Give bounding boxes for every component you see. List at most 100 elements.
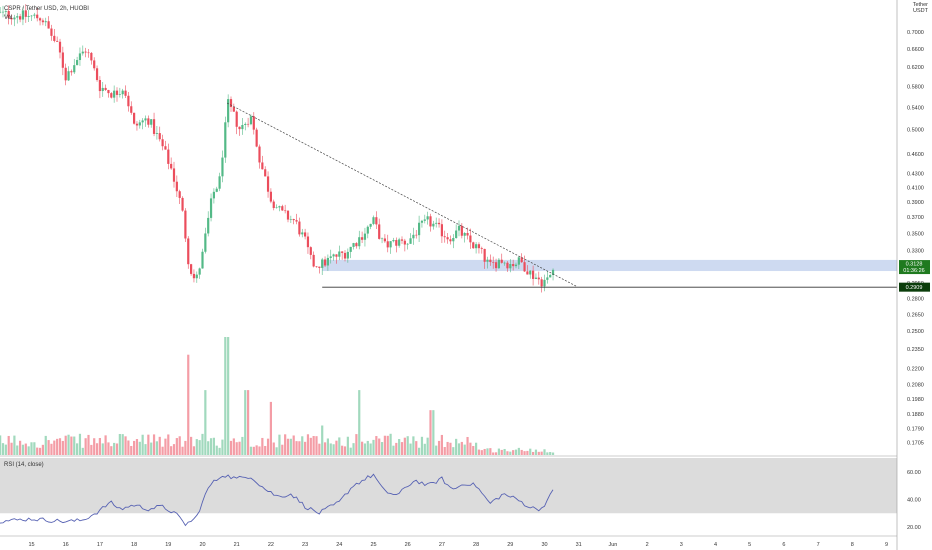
volume-bar — [130, 445, 133, 455]
volume-bar — [110, 446, 113, 455]
candle — [440, 219, 443, 243]
candle — [284, 204, 287, 214]
resistance-zone — [322, 259, 897, 272]
candle-body — [27, 15, 30, 17]
time-tick-label: Jun — [608, 542, 617, 548]
candle — [24, 4, 27, 23]
candle-body — [409, 238, 412, 244]
candle-body — [252, 116, 255, 130]
candle — [7, 5, 10, 25]
candle-body — [423, 219, 426, 221]
candle-body — [175, 181, 178, 192]
candle-body — [266, 176, 270, 192]
volume-bar — [452, 447, 455, 455]
candle-body — [50, 28, 53, 36]
candle-body — [500, 259, 503, 263]
volume-bar — [158, 436, 161, 455]
volume-bar — [164, 438, 167, 455]
volume-bar — [497, 448, 500, 455]
volume-layer — [0, 337, 555, 455]
time-tick-label: 19 — [165, 542, 171, 548]
candle — [492, 256, 495, 269]
volume-bar — [241, 436, 244, 455]
volume-bar — [187, 354, 190, 455]
volume-bar — [73, 436, 76, 455]
candle — [366, 225, 369, 239]
candle — [124, 85, 127, 99]
volume-bar — [41, 444, 44, 455]
candle-body — [184, 210, 187, 239]
candle-body — [178, 191, 181, 198]
candle — [395, 237, 398, 253]
candle — [346, 248, 349, 263]
candle — [332, 253, 335, 261]
candle — [261, 155, 264, 170]
candle-body — [398, 239, 401, 246]
candle — [218, 172, 221, 192]
candle — [141, 118, 144, 130]
candle — [56, 36, 59, 42]
candle — [227, 94, 230, 128]
candle — [383, 234, 386, 243]
price-tick-label: 0.4300 — [907, 172, 924, 178]
candle — [78, 47, 82, 66]
volume-bar — [532, 451, 535, 455]
volume-bar — [329, 443, 332, 455]
candle-body — [215, 188, 218, 192]
candle-body — [341, 251, 344, 253]
volume-bar — [400, 442, 404, 455]
candle-body — [170, 163, 173, 169]
price-tick-label: 0.6600 — [907, 47, 924, 53]
candle — [192, 269, 196, 283]
candle — [244, 122, 247, 131]
candle-body — [58, 41, 62, 53]
candle-body — [209, 198, 213, 218]
volume-bar — [204, 390, 207, 455]
price-tick-label: 0.1705 — [907, 440, 924, 446]
time-tick-label: 27 — [439, 542, 445, 548]
candle-body — [138, 122, 141, 126]
volume-bar — [326, 438, 329, 455]
candle — [526, 265, 529, 275]
candle-body — [537, 277, 540, 280]
volume-bar — [212, 437, 215, 455]
volume-bar — [190, 436, 193, 455]
volume-bar — [192, 446, 196, 455]
candle — [412, 227, 415, 245]
candle — [4, 9, 7, 17]
volume-bar — [301, 436, 304, 455]
volume-bar — [449, 442, 452, 455]
price-tick-label: 0.3500 — [907, 231, 924, 237]
candle — [130, 101, 133, 115]
candle-body — [389, 241, 392, 248]
volume-bar — [398, 439, 401, 455]
candle-body — [104, 87, 107, 90]
candle-body — [272, 201, 275, 209]
candle — [64, 63, 67, 86]
candle-body — [455, 230, 458, 238]
volume-bar — [30, 442, 33, 455]
candle — [73, 58, 76, 74]
volume-bar — [155, 441, 158, 455]
candle-body — [312, 254, 315, 267]
volume-bar — [480, 450, 483, 455]
candle — [47, 16, 50, 29]
candle-body — [406, 243, 409, 245]
candle-body — [446, 237, 449, 240]
volume-bar — [269, 401, 272, 455]
volume-bar — [529, 448, 532, 455]
volume-bar — [127, 440, 130, 455]
candle — [378, 218, 381, 240]
candle — [269, 188, 272, 204]
candle-body — [418, 222, 421, 236]
candle — [426, 211, 429, 225]
volume-bar — [512, 450, 515, 455]
candle-body — [375, 217, 378, 225]
volume-bar — [38, 447, 42, 455]
candle — [16, 13, 19, 24]
candle-body — [512, 264, 515, 267]
candle-body — [161, 139, 164, 147]
volume-bar — [352, 443, 355, 455]
candle — [164, 140, 167, 150]
candle — [369, 223, 372, 230]
